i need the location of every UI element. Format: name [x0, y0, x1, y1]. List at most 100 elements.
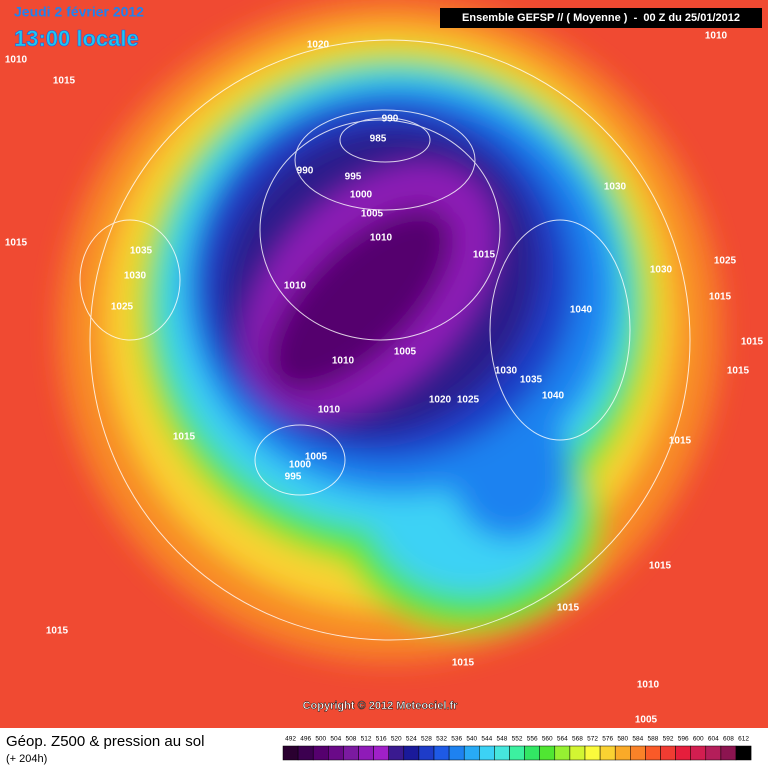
colorbar-swatch	[720, 745, 737, 761]
isobars	[79, 39, 691, 641]
colorbar-tick-label: 592	[663, 736, 674, 743]
colorbar-swatch	[599, 745, 616, 761]
colorbar-swatch	[403, 745, 420, 761]
colorbar-tick-label: 552	[512, 736, 523, 743]
colorbar-tick-label: 544	[481, 736, 492, 743]
colorbar-swatch	[312, 745, 329, 761]
colorbar: 492 496 500 504 508 512 516 520 524 528 532 536 540 5…	[282, 736, 752, 761]
isobar-label: 990	[297, 166, 314, 177]
colorbar-swatch	[630, 745, 646, 761]
colorbar-swatch	[297, 745, 314, 761]
isobar-label: 1020	[429, 395, 452, 406]
isobar-label: 1010	[705, 31, 728, 42]
model-info: Ensemble GEFSP // ( Moyenne ) - 00 Z du …	[462, 12, 740, 24]
colorbar-tick-label: 496	[300, 736, 311, 743]
isobar-label: 1005	[635, 715, 658, 726]
isobar-label: 1025	[111, 302, 134, 313]
colorbar-tick-label: 572	[587, 736, 598, 743]
colorbar-tick-label: 540	[466, 736, 477, 743]
isobar-label: 1015	[46, 626, 69, 637]
isobar-label: 1030	[124, 271, 147, 282]
isobar-label: 1000	[350, 190, 373, 201]
colorbar-swatch	[448, 745, 465, 761]
colorbar-swatch	[584, 745, 601, 761]
isobar	[259, 119, 501, 341]
isobar-label: 1010	[284, 281, 307, 292]
colorbar-tick-label: 536	[451, 736, 462, 743]
colorbar-tick-label: 588	[648, 736, 659, 743]
local-time: 13:00 locale	[14, 26, 139, 51]
colorbar-tick-label: 584	[632, 736, 643, 743]
colorbar-swatch	[735, 745, 752, 761]
colorbar-swatch	[660, 745, 676, 761]
isobar-label: 1030	[495, 366, 518, 377]
isobar-label: 1015	[473, 250, 496, 261]
isobar-label: 1015	[557, 603, 580, 614]
height-field	[0, 0, 768, 728]
isobar-label: 1010	[637, 680, 660, 691]
isobar-label: 995	[345, 172, 362, 183]
isobar-label: 1010	[332, 356, 355, 367]
isobar-label: 1015	[741, 337, 764, 348]
isobar-label: 1040	[542, 391, 565, 402]
colorbar-swatch	[479, 745, 495, 761]
isobar	[89, 39, 691, 641]
isobar-label: 1020	[307, 40, 330, 51]
colorbar-swatch	[282, 745, 299, 761]
isobar-label: 1040	[570, 305, 593, 316]
colorbar-swatch	[554, 745, 571, 761]
isobar-label: 995	[285, 472, 302, 483]
colorbar-swatch	[328, 745, 344, 761]
colorbar-tick-label: 524	[406, 736, 417, 743]
isobar-label: 1005	[394, 347, 417, 358]
isobar-label: 1010	[370, 233, 393, 244]
colorbar-tick-label: 528	[421, 736, 432, 743]
colorbar-tick-label: 568	[572, 736, 583, 743]
isobar	[254, 424, 346, 496]
colorbar-swatch	[433, 745, 450, 761]
isobar	[79, 219, 181, 341]
colorbar-tick-label: 516	[376, 736, 387, 743]
colorbar-swatch	[373, 745, 389, 761]
colorbar-swatch	[494, 745, 510, 761]
colorbar-tick-label: 608	[723, 736, 734, 743]
isobar-label: 1025	[714, 256, 737, 267]
colorbar-swatch	[569, 745, 586, 761]
isobar	[489, 219, 631, 441]
isobar-label: 1000	[289, 460, 312, 471]
isobar-label: 1015	[727, 366, 750, 377]
colorbar-swatch	[358, 745, 374, 761]
isobar-label: 1015	[5, 238, 28, 249]
colorbar-swatch	[539, 745, 556, 761]
colorbar-tick-label: 492	[285, 736, 296, 743]
colorbar-swatch	[645, 745, 661, 761]
isobar-label: 1015	[173, 432, 196, 443]
colorbar-tick-label: 612	[738, 736, 749, 743]
colorbar-swatch	[524, 745, 540, 761]
isobar-label: 1015	[649, 561, 672, 572]
colorbar-tick-label: 576	[602, 736, 613, 743]
colorbar-tick-label: 600	[693, 736, 704, 743]
colorbar-tick-label: 560	[542, 736, 553, 743]
colorbar-tick-label: 604	[708, 736, 719, 743]
isobar	[294, 109, 476, 211]
colorbar-tick-label: 596	[678, 736, 689, 743]
colorbar-tick-label: 556	[527, 736, 538, 743]
copyright: Copyright © 2012 Meteociel.fr	[303, 700, 459, 712]
isobar-label: 990	[382, 114, 399, 125]
colorbar-swatch	[463, 745, 480, 761]
isobar-label: 1015	[452, 658, 475, 669]
colorbar-tick-label: 512	[361, 736, 372, 743]
date: Jeudi 2 février 2012	[14, 4, 144, 20]
colorbar-tick-label: 580	[617, 736, 628, 743]
colorbar-swatch	[388, 745, 405, 761]
colorbar-tick-label: 548	[497, 736, 508, 743]
field-darkpurple	[266, 206, 454, 394]
isobar-label: 1005	[305, 452, 328, 463]
colorbar-swatch	[614, 745, 631, 761]
colorbar-swatch	[705, 745, 722, 761]
isobar	[339, 117, 431, 163]
colorbar-tick-label: 532	[436, 736, 447, 743]
